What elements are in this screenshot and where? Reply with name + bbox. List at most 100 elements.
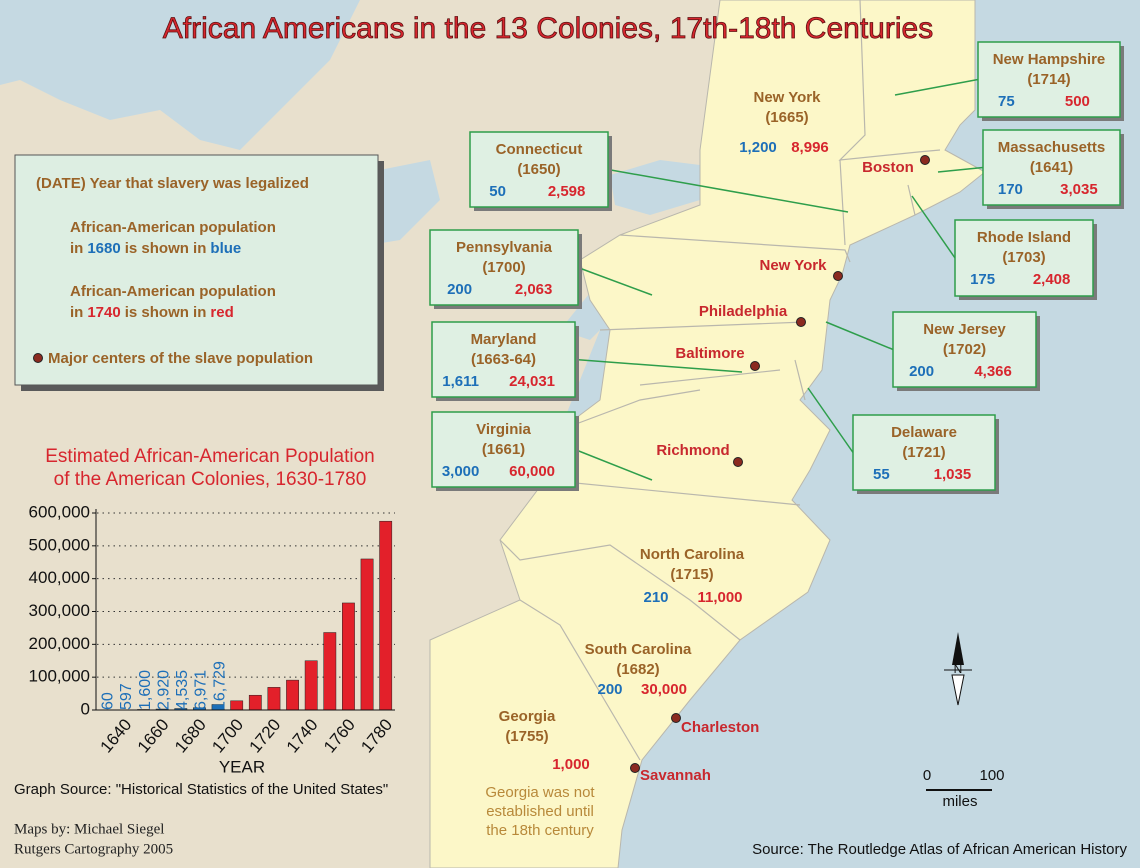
city-dot bbox=[671, 713, 681, 723]
colony-box bbox=[469, 131, 609, 208]
bar bbox=[304, 660, 318, 711]
population-1680: 200 bbox=[597, 681, 622, 698]
city-dot bbox=[630, 763, 640, 773]
population-1740: 3,035 bbox=[1060, 181, 1098, 198]
population-1740: 1,035 bbox=[934, 466, 972, 483]
chart-title: Estimated African-American Population bbox=[45, 446, 375, 467]
colony-box bbox=[977, 41, 1121, 118]
leader-line bbox=[894, 78, 979, 96]
population-1680: 170 bbox=[998, 181, 1023, 198]
colony-date: (1661) bbox=[482, 441, 525, 458]
population-1680: 200 bbox=[447, 281, 472, 298]
leader-line bbox=[574, 448, 653, 481]
population-1740: 60,000 bbox=[509, 463, 555, 480]
legend-text: blue bbox=[210, 240, 241, 257]
legend-blue-line: in 1680 is shown in blue bbox=[70, 240, 241, 257]
bar bbox=[286, 679, 299, 711]
leader-line bbox=[607, 168, 849, 213]
x-axis-label: YEAR bbox=[219, 757, 265, 776]
colony-date: (1703) bbox=[1002, 249, 1045, 266]
legend-box bbox=[14, 154, 379, 386]
legend-text: 1740 bbox=[87, 304, 120, 321]
colony-name: Georgia bbox=[499, 708, 556, 725]
value-label: 4,535 bbox=[174, 670, 191, 710]
colony-box bbox=[852, 414, 996, 491]
city-label: Baltimore bbox=[675, 345, 744, 362]
bar bbox=[323, 632, 337, 711]
legend-text: in bbox=[70, 304, 83, 321]
legend-city-dot bbox=[33, 353, 43, 363]
population-1680: 75 bbox=[998, 93, 1015, 110]
population-1740: 1,000 bbox=[552, 756, 590, 773]
population-1680: 200 bbox=[909, 363, 934, 380]
legend-text: 1680 bbox=[87, 240, 120, 257]
colony-border bbox=[559, 321, 806, 431]
legend-blue-line: African-American population bbox=[70, 219, 276, 236]
y-tick-label: 100,000 bbox=[29, 667, 90, 686]
population-1680: 1,200 bbox=[739, 139, 777, 156]
colony-name: New Jersey bbox=[923, 321, 1006, 338]
map-title: African Americans in the 13 Colonies, 17… bbox=[163, 12, 933, 45]
legend-text: in bbox=[70, 240, 83, 257]
value-label: 2,920 bbox=[155, 670, 172, 710]
leader-line bbox=[911, 195, 956, 259]
y-tick-label: 500,000 bbox=[29, 535, 90, 554]
colony-box bbox=[954, 219, 1094, 297]
population-1680: 210 bbox=[643, 589, 668, 606]
leader-line bbox=[825, 321, 894, 351]
y-tick-label: 0 bbox=[81, 699, 90, 718]
value-label: 16,729 bbox=[211, 661, 228, 710]
population-1740: 4,366 bbox=[974, 363, 1012, 380]
population-1740: 11,000 bbox=[697, 589, 742, 606]
population-1740: 2,598 bbox=[548, 183, 586, 200]
city-label: Boston bbox=[862, 159, 914, 176]
scale-label: 0 bbox=[923, 767, 931, 784]
legend-text: is shown in bbox=[125, 304, 207, 321]
y-tick-label: 600,000 bbox=[29, 502, 90, 521]
population-1680: 3,000 bbox=[442, 463, 480, 480]
city-dot bbox=[750, 361, 760, 371]
compass-arrow bbox=[951, 674, 965, 706]
legend-red-line: in 1740 is shown in red bbox=[70, 304, 234, 321]
colony-date: (1715) bbox=[670, 566, 713, 583]
population-1740: 2,063 bbox=[515, 281, 553, 298]
y-tick-label: 200,000 bbox=[29, 634, 90, 653]
compass-arrow bbox=[952, 632, 964, 665]
population-1740: 8,996 bbox=[791, 139, 829, 156]
value-label: 60 bbox=[100, 692, 117, 710]
colony-date: (1682) bbox=[616, 661, 659, 678]
value-label: 1,600 bbox=[137, 670, 154, 710]
population-1680: 55 bbox=[873, 466, 890, 483]
city-label: Savannah bbox=[640, 767, 711, 784]
colony-name: Massachusetts bbox=[998, 139, 1106, 156]
great-lake bbox=[0, 0, 360, 150]
bar bbox=[267, 687, 281, 711]
bar bbox=[230, 700, 244, 711]
y-tick-label: 400,000 bbox=[29, 568, 90, 587]
population-1740: 500 bbox=[1065, 93, 1090, 110]
colony-name: North Carolina bbox=[640, 546, 745, 563]
colony-date: (1702) bbox=[943, 341, 986, 358]
colony-note: Georgia was not bbox=[485, 784, 595, 801]
compass-label: N bbox=[954, 662, 963, 676]
population-1740: 24,031 bbox=[509, 373, 555, 390]
colony-date: (1663-64) bbox=[471, 351, 536, 368]
city-dot bbox=[796, 317, 806, 327]
value-label: 6,971 bbox=[193, 670, 210, 710]
y-tick-label: 300,000 bbox=[29, 601, 90, 620]
colony-name: New Hampshire bbox=[993, 51, 1106, 68]
population-1740: 30,000 bbox=[641, 681, 687, 698]
colony-box bbox=[431, 321, 576, 398]
bar bbox=[248, 694, 262, 711]
colony-note: the 18th century bbox=[486, 822, 594, 839]
colony-box bbox=[892, 311, 1037, 388]
leader-line bbox=[807, 387, 854, 453]
city-label: Charleston bbox=[681, 719, 759, 736]
colony-date: (1700) bbox=[482, 259, 525, 276]
colony-date: (1641) bbox=[1030, 159, 1073, 176]
credit: Rutgers Cartography 2005 bbox=[14, 841, 173, 857]
colony-box bbox=[982, 129, 1121, 206]
colony-border bbox=[619, 159, 916, 263]
colony-box bbox=[431, 411, 576, 488]
